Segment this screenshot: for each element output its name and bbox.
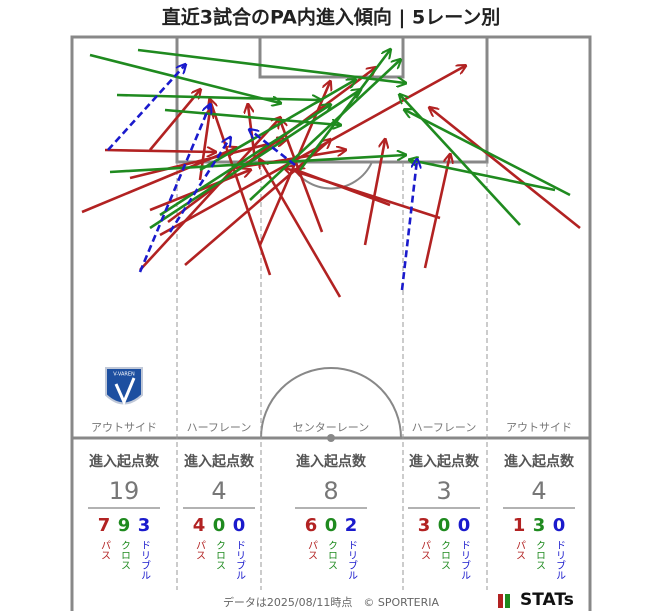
stat-cross: 0 bbox=[325, 515, 338, 536]
stat-total: 19 bbox=[109, 477, 140, 505]
stat-dribble: 0 bbox=[233, 515, 246, 536]
badge-text: V-VAREN bbox=[113, 372, 135, 378]
stat-dribble: 2 bbox=[345, 515, 358, 536]
stat-pass-label: パス bbox=[306, 540, 318, 560]
stat-dribble: 3 bbox=[138, 515, 151, 536]
stat-dribble-label: ドリブル bbox=[139, 540, 151, 580]
stat-pass-label: パス bbox=[99, 540, 111, 560]
stat-cross-label: クロス bbox=[439, 540, 450, 570]
stat-total: 8 bbox=[323, 477, 338, 505]
stat-dribble-label: ドリブル bbox=[346, 540, 358, 580]
stat-header: 進入起点数 bbox=[184, 453, 255, 470]
stat-header: 進入起点数 bbox=[504, 453, 575, 470]
stat-header: 進入起点数 bbox=[409, 453, 480, 470]
stat-cross: 3 bbox=[533, 515, 546, 536]
stat-cross-label: クロス bbox=[534, 540, 545, 570]
stat-cross-label: クロス bbox=[326, 540, 337, 570]
stat-pass: 1 bbox=[513, 515, 526, 536]
stat-dribble-label: ドリブル bbox=[459, 540, 471, 580]
lane-label: アウトサイド bbox=[506, 421, 572, 434]
stat-pass: 3 bbox=[418, 515, 431, 536]
stat-total: 4 bbox=[531, 477, 546, 505]
footer: データは2025/08/11時点 © SPORTERIA bbox=[223, 595, 440, 609]
stat-pass-label: パス bbox=[419, 540, 431, 560]
stat-pass-label: パス bbox=[514, 540, 526, 560]
stat-dribble-label: ドリブル bbox=[234, 540, 246, 580]
stat-header: 進入起点数 bbox=[89, 453, 160, 470]
lane-stats: アウトサイド進入起点数197パス9クロス3ドリブルハーフレーン進入起点数44パス… bbox=[88, 421, 575, 580]
stat-cross: 9 bbox=[118, 515, 131, 536]
logo-text: STATs bbox=[520, 590, 574, 610]
stat-cross: 0 bbox=[438, 515, 451, 536]
stat-cross-label: クロス bbox=[119, 540, 130, 570]
arrows bbox=[81, 50, 581, 298]
lane-label: ハーフレーン bbox=[187, 421, 252, 434]
pitch bbox=[70, 35, 592, 611]
stat-dribble: 0 bbox=[553, 515, 566, 536]
title: 直近3試合のPA内進入傾向 | 5レーン別 bbox=[162, 6, 501, 29]
stat-dribble: 0 bbox=[458, 515, 471, 536]
stat-pass: 6 bbox=[305, 515, 318, 536]
lane-label: ハーフレーン bbox=[412, 421, 477, 434]
lane-label: アウトサイド bbox=[91, 421, 157, 434]
stat-pass: 4 bbox=[193, 515, 206, 536]
stat-cross: 0 bbox=[213, 515, 226, 536]
lane-label: センターレーン bbox=[293, 421, 369, 434]
stat-total: 4 bbox=[211, 477, 226, 505]
stat-header: 進入起点数 bbox=[296, 453, 367, 470]
stat-cross-label: クロス bbox=[214, 540, 225, 570]
team-badge: V-VAREN bbox=[105, 367, 143, 406]
stats-logo: STATs bbox=[498, 590, 574, 610]
stat-pass-label: パス bbox=[194, 540, 206, 560]
stat-total: 3 bbox=[436, 477, 451, 505]
stat-pass: 7 bbox=[98, 515, 111, 536]
stat-dribble-label: ドリブル bbox=[554, 540, 566, 580]
